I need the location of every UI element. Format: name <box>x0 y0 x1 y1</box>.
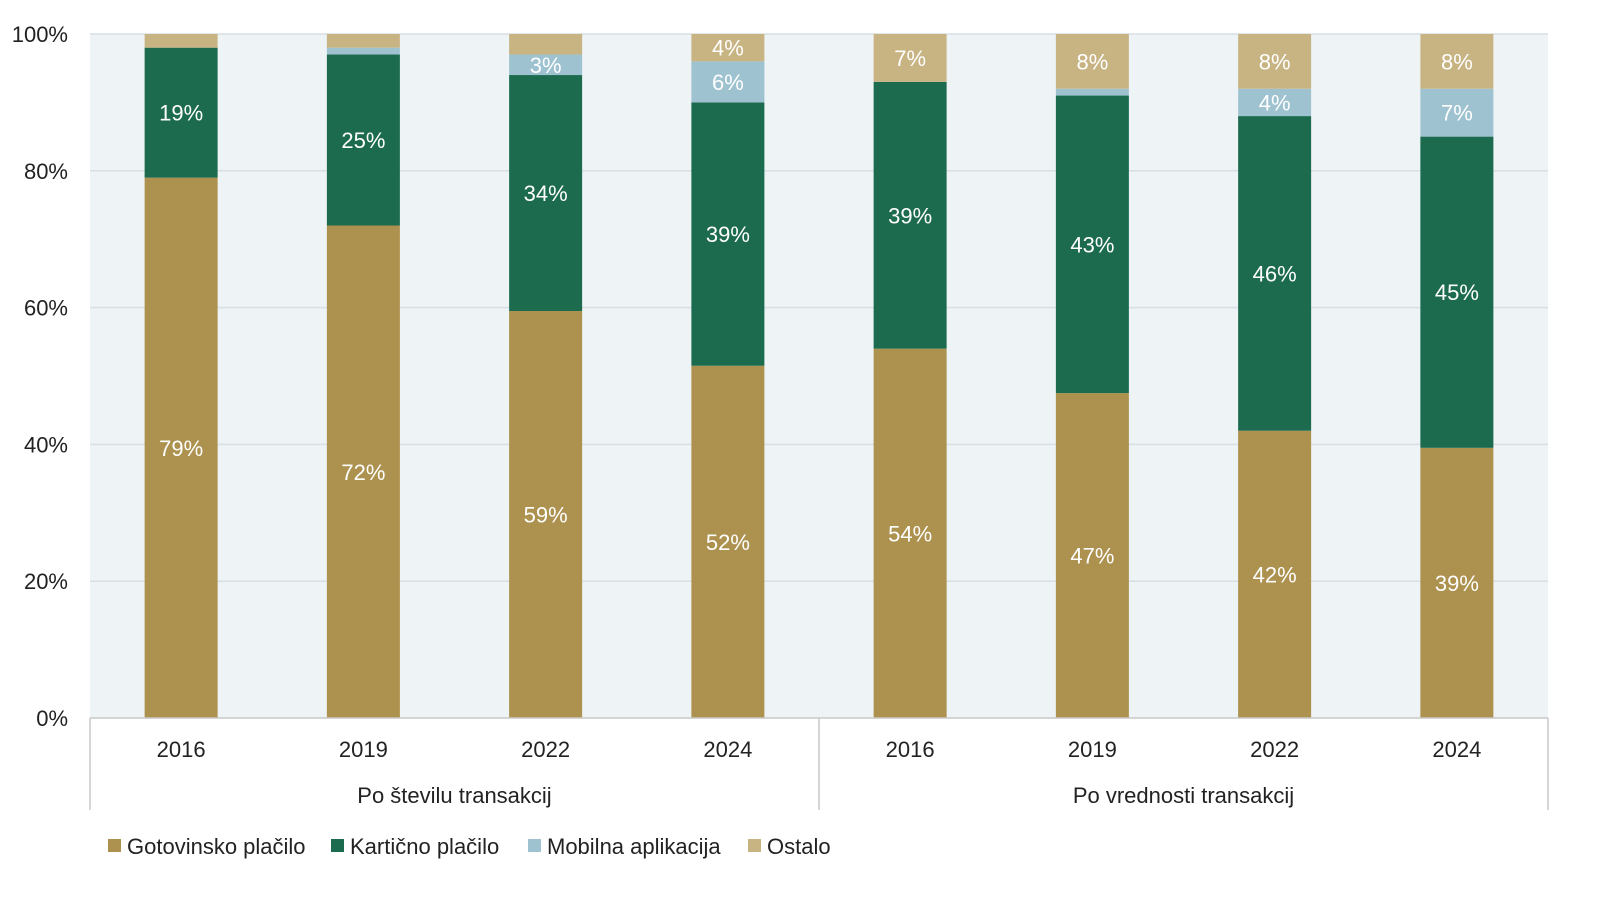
bar-segment <box>1238 116 1312 431</box>
bar-segment <box>1055 88 1129 96</box>
legend-swatch <box>748 839 761 852</box>
data-label: 43% <box>1070 232 1114 257</box>
bar-segment <box>509 311 583 718</box>
bar-segment <box>691 61 765 103</box>
legend-label: Ostalo <box>767 834 831 859</box>
y-tick-label: 80% <box>24 159 68 184</box>
data-label: 4% <box>1259 90 1291 115</box>
data-label: 46% <box>1253 261 1297 286</box>
bar-segment <box>873 348 947 718</box>
y-tick-label: 20% <box>24 569 68 594</box>
bar-segment <box>1238 34 1312 89</box>
bar-segment <box>873 34 947 82</box>
y-tick-label: 40% <box>24 432 68 457</box>
data-label: 39% <box>706 222 750 247</box>
x-tick-label: 2016 <box>157 737 206 762</box>
bar-segment <box>1055 34 1129 89</box>
bar-segment <box>144 47 218 178</box>
bar-segment <box>1238 430 1312 718</box>
bar-segment <box>509 75 583 312</box>
bar-segment <box>326 34 400 48</box>
data-label: 25% <box>341 128 385 153</box>
data-label: 8% <box>1076 49 1108 74</box>
bar-segment <box>1420 34 1494 89</box>
bar-segment <box>326 47 400 55</box>
x-tick-label: 2016 <box>886 737 935 762</box>
data-label: 8% <box>1259 49 1291 74</box>
bar-segment <box>1420 136 1494 448</box>
x-tick-label: 2019 <box>339 737 388 762</box>
bar-segment <box>144 34 218 48</box>
bar-segment <box>691 365 765 718</box>
legend-label: Mobilna aplikacija <box>547 834 721 859</box>
data-label: 6% <box>712 70 744 95</box>
group-label: Po številu transakcij <box>357 783 551 808</box>
legend-label: Kartično plačilo <box>350 834 499 859</box>
data-label: 34% <box>524 181 568 206</box>
data-label: 79% <box>159 436 203 461</box>
x-tick-label: 2024 <box>703 737 752 762</box>
bar-segment <box>326 54 400 226</box>
bar-segment <box>691 102 765 366</box>
data-label: 72% <box>341 460 385 485</box>
data-label: 39% <box>1435 571 1479 596</box>
bar-segment <box>509 54 583 76</box>
group-label: Po vrednosti transakcij <box>1073 783 1294 808</box>
legend-swatch <box>331 839 344 852</box>
y-tick-label: 0% <box>36 706 68 731</box>
y-tick-label: 100% <box>12 22 68 47</box>
data-label: 54% <box>888 521 932 546</box>
data-label: 39% <box>888 203 932 228</box>
bar-segment <box>326 225 400 718</box>
plot-area <box>90 34 1548 718</box>
data-label: 4% <box>712 36 744 61</box>
bar-segment <box>873 81 947 349</box>
bar-segment <box>144 177 218 718</box>
bar-segment <box>1238 88 1312 117</box>
bar-segment <box>1420 88 1494 137</box>
x-tick-label: 2019 <box>1068 737 1117 762</box>
bar-segment <box>1055 95 1129 394</box>
x-tick-label: 2022 <box>1250 737 1299 762</box>
bar-segment <box>509 34 583 55</box>
data-label: 7% <box>894 46 926 71</box>
data-label: 45% <box>1435 280 1479 305</box>
data-label: 42% <box>1253 562 1297 587</box>
legend-label: Gotovinsko plačilo <box>127 834 306 859</box>
legend-swatch <box>528 839 541 852</box>
data-label: 7% <box>1441 101 1473 126</box>
legend-swatch <box>108 839 121 852</box>
bar-segment <box>1055 393 1129 718</box>
bar-segment <box>691 34 765 62</box>
bar-segment <box>1420 447 1494 718</box>
y-tick-label: 60% <box>24 296 68 321</box>
data-label: 8% <box>1441 49 1473 74</box>
x-tick-label: 2024 <box>1432 737 1481 762</box>
x-tick-label: 2022 <box>521 737 570 762</box>
data-label: 59% <box>524 503 568 528</box>
data-label: 3% <box>530 53 562 78</box>
data-label: 52% <box>706 530 750 555</box>
data-label: 47% <box>1070 544 1114 569</box>
data-label: 19% <box>159 101 203 126</box>
